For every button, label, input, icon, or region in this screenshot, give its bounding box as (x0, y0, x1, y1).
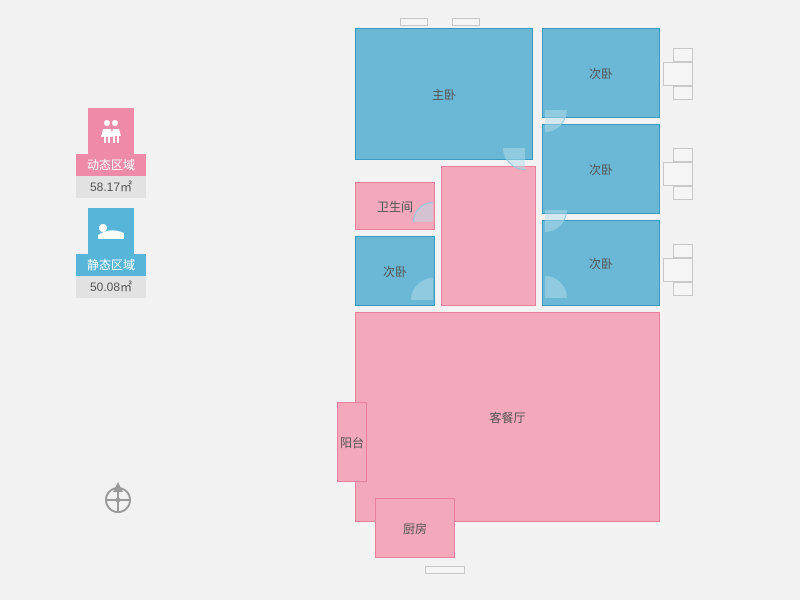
balcony-r3 (673, 244, 693, 258)
master-bedroom: 主卧 (355, 28, 533, 160)
living-dining: 客餐厅 (355, 312, 660, 522)
secondary-bedroom-4-label: 次卧 (383, 263, 407, 280)
floorplan: 主卧次卧次卧次卧次卧卫生间客餐厅阳台厨房 (345, 18, 760, 578)
living-dining-label: 客餐厅 (489, 409, 525, 426)
legend-dynamic-value: 58.17㎡ (76, 176, 146, 198)
balcony-top (452, 18, 480, 26)
sleep-icon (96, 221, 126, 241)
secondary-bedroom-1-label: 次卧 (589, 65, 613, 82)
balcony-r3 (663, 258, 693, 282)
legend-static-iconbox (88, 208, 134, 254)
bathroom-label: 卫生间 (377, 198, 413, 215)
balcony-r1 (673, 48, 693, 62)
corridor (441, 166, 536, 306)
secondary-bedroom-2-label: 次卧 (589, 161, 613, 178)
legend-static: 静态区域 50.08㎡ (76, 208, 146, 298)
balcony-r1 (673, 86, 693, 100)
legend-static-label: 静态区域 (76, 254, 146, 276)
balcony-room-label: 阳台 (340, 434, 364, 451)
legend-dynamic-label: 动态区域 (76, 154, 146, 176)
kitchen: 厨房 (375, 498, 455, 558)
compass-icon (98, 478, 138, 518)
balcony-r2 (673, 186, 693, 200)
balcony-room: 阳台 (337, 402, 367, 482)
balcony-r2 (663, 162, 693, 186)
secondary-bedroom-3-label: 次卧 (589, 255, 613, 272)
legend-dynamic-iconbox (88, 108, 134, 154)
master-bedroom-label: 主卧 (432, 86, 456, 103)
secondary-bedroom-1: 次卧 (542, 28, 660, 118)
legend-dynamic: 动态区域 58.17㎡ (76, 108, 146, 198)
balcony-r1 (663, 62, 693, 86)
legend-static-value: 50.08㎡ (76, 276, 146, 298)
secondary-bedroom-2: 次卧 (542, 124, 660, 214)
balcony-r2 (673, 148, 693, 162)
balcony-r3 (673, 282, 693, 296)
kitchen-label: 厨房 (403, 520, 427, 537)
balcony-bottom (425, 566, 465, 574)
people-icon (97, 117, 125, 145)
balcony-top (400, 18, 428, 26)
